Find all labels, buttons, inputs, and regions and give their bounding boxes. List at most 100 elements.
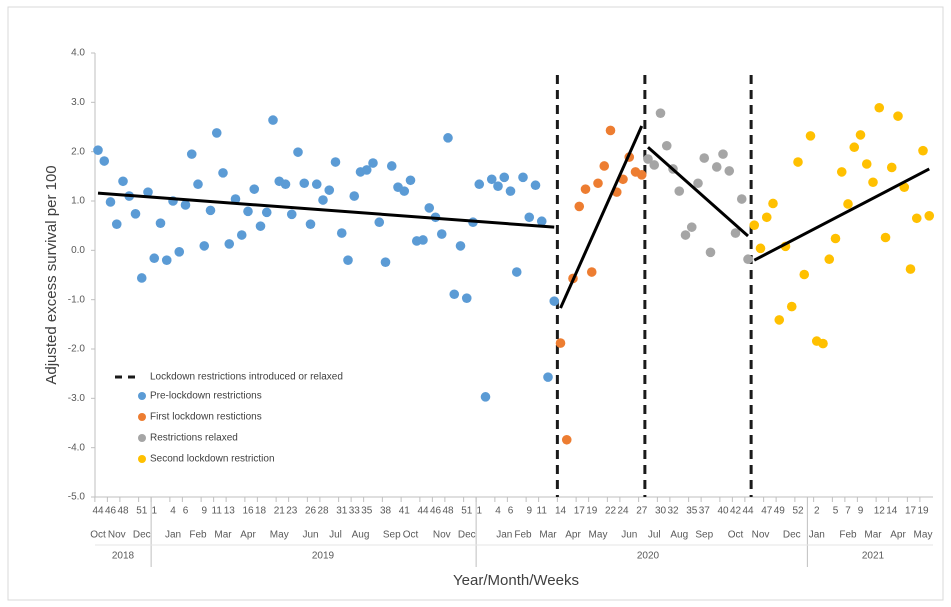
data-point	[399, 186, 410, 196]
data-point	[561, 434, 572, 445]
x-tick-label: 30	[655, 506, 667, 517]
data-point	[111, 219, 122, 229]
data-point	[843, 199, 853, 209]
x-tick-label: 19	[917, 506, 929, 517]
data-point	[586, 267, 597, 277]
month-label: Jan	[496, 530, 512, 541]
x-tick-label: 13	[224, 506, 236, 517]
data-point	[793, 157, 803, 167]
data-point	[286, 209, 297, 220]
data-point	[518, 172, 528, 183]
data-point	[799, 269, 810, 280]
data-point	[380, 257, 391, 267]
data-point	[818, 338, 828, 349]
legend-text: Second lockdown restriction	[150, 454, 275, 465]
data-point	[161, 255, 172, 265]
data-point	[505, 186, 516, 196]
data-point	[330, 157, 341, 167]
data-point	[493, 181, 503, 191]
x-tick-label: 22	[605, 506, 617, 517]
legend-text: Restrictions relaxed	[150, 433, 238, 444]
month-label: Aug	[352, 530, 370, 541]
data-point	[805, 131, 816, 141]
x-tick-label: 1	[476, 506, 482, 517]
data-point	[686, 222, 697, 232]
x-tick-label: 6	[508, 506, 514, 517]
data-point	[374, 217, 385, 228]
data-point	[299, 178, 310, 189]
data-point	[555, 338, 566, 348]
data-point	[136, 273, 147, 283]
data-point	[386, 161, 397, 171]
data-point	[924, 211, 935, 221]
data-point	[280, 179, 291, 190]
data-point	[449, 289, 460, 300]
x-tick-label: 17	[574, 506, 586, 517]
x-tick-label: 51	[136, 506, 148, 517]
data-point	[261, 207, 272, 218]
y-axis-title: Adjusted excess survival per 100	[43, 165, 60, 384]
data-point	[486, 174, 497, 185]
data-point	[599, 161, 610, 171]
data-point	[786, 301, 797, 312]
x-tick-label: 31	[336, 506, 348, 517]
x-tick-label: 14	[555, 506, 567, 517]
data-point	[424, 203, 435, 213]
data-point	[918, 145, 928, 156]
year-label: 2018	[112, 551, 135, 562]
legend-swatch	[138, 434, 146, 442]
data-point	[724, 166, 735, 176]
data-point	[243, 206, 253, 217]
data-point	[268, 115, 278, 125]
data-point	[636, 170, 647, 180]
data-point	[911, 213, 922, 224]
x-tick-label: 9	[526, 506, 532, 517]
data-point	[730, 228, 741, 238]
x-tick-label: 11	[537, 506, 548, 517]
x-tick-label: 37	[699, 506, 711, 517]
data-point	[499, 172, 510, 183]
x-tick-label: 27	[636, 506, 648, 517]
data-point	[311, 179, 322, 190]
data-point	[368, 158, 378, 168]
legend-swatch	[138, 392, 146, 400]
chart-frame	[7, 6, 944, 601]
data-point	[905, 264, 916, 274]
month-label: Aug	[670, 530, 688, 541]
trend-line	[97, 191, 555, 229]
x-tick-label: 35	[686, 506, 698, 517]
month-label: Sep	[695, 530, 713, 541]
x-tick-label: 41	[399, 506, 411, 517]
data-point	[336, 228, 347, 238]
y-tick-label: 0.0	[71, 245, 85, 256]
data-point	[118, 176, 128, 187]
month-label: May	[270, 530, 289, 541]
data-point	[255, 221, 266, 231]
y-tick-label: 1.0	[71, 196, 85, 207]
data-point	[155, 218, 166, 228]
y-tick-label: -2.0	[68, 344, 86, 355]
x-tick-label: 47	[761, 506, 773, 517]
data-point	[699, 153, 710, 163]
month-label: Oct	[90, 530, 106, 541]
x-tick-label: 51	[461, 506, 473, 517]
data-point	[574, 201, 585, 212]
data-point	[211, 128, 222, 138]
x-tick-label: 44	[92, 506, 104, 517]
data-point	[105, 197, 116, 207]
x-tick-label: 9	[858, 506, 864, 517]
month-label: Oct	[403, 530, 419, 541]
data-point	[855, 130, 866, 140]
x-tick-label: 9	[201, 506, 207, 517]
x-tick-label: 49	[774, 506, 786, 517]
data-point	[605, 125, 616, 136]
data-point	[743, 254, 753, 265]
data-point	[736, 194, 747, 204]
data-point	[236, 230, 247, 240]
y-tick-label: 3.0	[71, 97, 85, 108]
data-point	[230, 194, 241, 204]
data-point	[93, 145, 103, 155]
x-tick-label: 44	[742, 506, 754, 517]
month-label: Feb	[514, 530, 532, 541]
